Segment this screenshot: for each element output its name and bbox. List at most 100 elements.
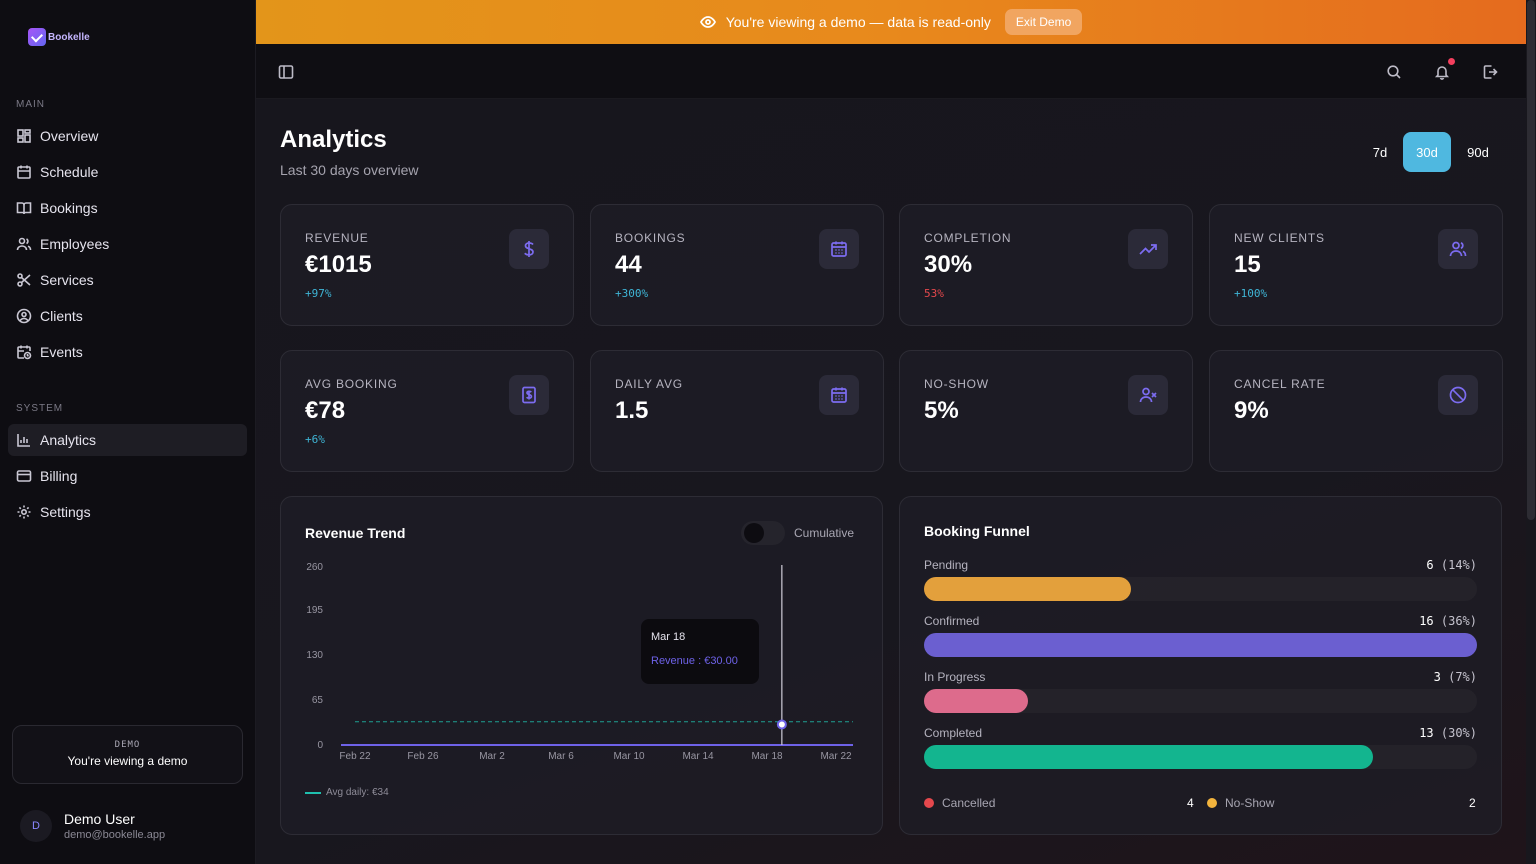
stat-value: 44 [615, 251, 642, 278]
booking-funnel-panel: Booking Funnel Pending 6 (14%) Confirmed… [899, 496, 1502, 835]
sidebar-item-label: Billing [40, 468, 78, 484]
revenue-trend-chart [341, 565, 853, 746]
x-tick-label: Feb 26 [407, 751, 439, 762]
ban-icon [1438, 375, 1478, 415]
calendar-icon [17, 165, 31, 179]
sidebar-item-bookings[interactable]: Bookings [8, 192, 247, 224]
tooltip-value: Revenue : €30.00 [651, 655, 738, 667]
stat-label: BOOKINGS [615, 231, 686, 245]
cancelled-dot [924, 798, 934, 808]
highlight-point [776, 719, 787, 730]
sidebar-item-label: Analytics [40, 432, 97, 448]
revenue-trend-title: Revenue Trend [305, 525, 406, 541]
x-tick-label: Mar 18 [751, 751, 783, 762]
calendar-clock-icon [17, 345, 32, 360]
stat-card-daily-avg: DAILY AVG 1.5 [590, 350, 884, 472]
page-title: Analytics [280, 126, 387, 153]
stat-label: AVG BOOKING [305, 377, 398, 391]
y-tick-label: 195 [306, 605, 323, 616]
stat-delta: +100% [1234, 287, 1268, 300]
search-icon[interactable] [1386, 64, 1402, 80]
funnel-count-completed: 13 (30%) [1419, 726, 1477, 740]
dollar-icon [509, 229, 549, 269]
funnel-count-in-progress: 3 (7%) [1433, 670, 1477, 684]
stat-card-revenue: REVENUE €1015 +97% [280, 204, 574, 326]
sidebar-item-label: Bookings [40, 200, 98, 216]
range-30d-button[interactable]: 30d [1403, 132, 1451, 172]
cumulative-toggle[interactable] [741, 521, 785, 545]
bell-icon[interactable] [1434, 64, 1450, 80]
funnel-label-in-progress: In Progress [924, 670, 986, 684]
funnel-label-pending: Pending [924, 558, 969, 572]
stat-card-bookings: BOOKINGS 44 +300% [590, 204, 884, 326]
page-scrollbar[interactable] [1526, 0, 1536, 864]
sidebar-toggle-icon[interactable] [278, 64, 294, 80]
cumulative-label: Cumulative [794, 526, 855, 540]
page-subtitle: Last 30 days overview [280, 162, 419, 178]
sidebar-item-overview[interactable]: Overview [8, 120, 247, 152]
sidebar-item-events[interactable]: Events [8, 336, 247, 368]
sidebar-item-services[interactable]: Services [8, 264, 247, 296]
app-logo[interactable]: Bookelle [28, 28, 90, 46]
legend-cancelled-label: Cancelled [942, 796, 996, 810]
stat-value: 9% [1234, 397, 1269, 424]
stat-value: €78 [305, 397, 346, 424]
y-tick-label: 0 [317, 740, 323, 751]
funnel-label-confirmed: Confirmed [924, 614, 980, 628]
x-tick-label: Mar 22 [820, 751, 852, 762]
stat-value: 15 [1234, 251, 1261, 278]
sidebar-item-label: Events [40, 344, 83, 360]
stat-delta: +97% [305, 287, 332, 300]
avatar: D [20, 810, 52, 842]
scrollbar-thumb[interactable] [1527, 0, 1535, 520]
stat-label: COMPLETION [924, 231, 1012, 245]
funnel-bar-confirmed [924, 633, 1477, 657]
funnel-bar-completed [924, 745, 1374, 769]
range-90d-button[interactable]: 90d [1467, 144, 1489, 160]
stat-delta: +300% [615, 287, 649, 300]
chart-tooltip: Mar 18 Revenue : €30.00 [641, 619, 759, 684]
chart-legend: Avg daily: €34 [305, 787, 389, 798]
stat-delta: +6% [305, 433, 325, 446]
grid-icon [17, 129, 31, 143]
funnel-track-completed [924, 745, 1477, 769]
nav-section-system: SYSTEM [16, 403, 64, 414]
receipt-icon [509, 375, 549, 415]
scissors-icon [17, 273, 31, 287]
sidebar-item-employees[interactable]: Employees [8, 228, 247, 260]
legend-no-show-label: No-Show [1225, 796, 1275, 810]
sidebar-item-billing[interactable]: Billing [8, 460, 247, 492]
sidebar-item-label: Clients [40, 308, 83, 324]
user-profile[interactable]: D Demo User demo@bookelle.app [20, 810, 165, 842]
legend-cancelled: Cancelled [924, 796, 995, 810]
range-7d-button[interactable]: 7d [1372, 144, 1388, 160]
credit-card-icon [16, 470, 32, 482]
sidebar-item-settings[interactable]: Settings [8, 496, 247, 528]
sidebar-item-analytics[interactable]: Analytics [8, 424, 247, 456]
sidebar-item-schedule[interactable]: Schedule [8, 156, 247, 188]
users-icon [16, 237, 32, 251]
exit-demo-button[interactable]: Exit Demo [1004, 9, 1083, 35]
stat-card-completion: COMPLETION 30% 53% [899, 204, 1193, 326]
stat-card-avg-booking: AVG BOOKING €78 +6% [280, 350, 574, 472]
sidebar-item-clients[interactable]: Clients [8, 300, 247, 332]
x-tick-label: Mar 10 [613, 751, 645, 762]
topbar [256, 44, 1526, 99]
x-tick-label: Feb 22 [339, 751, 371, 762]
demo-notice-card: DEMO You're viewing a demo [12, 725, 243, 784]
stat-label: NO-SHOW [924, 377, 989, 391]
x-tick-label: Mar 6 [548, 751, 574, 762]
stat-value: 5% [924, 397, 959, 424]
bar-chart-icon [17, 434, 30, 447]
funnel-count-confirmed: 16 (36%) [1419, 614, 1477, 628]
user-email: demo@bookelle.app [64, 829, 166, 841]
x-tick-label: Mar 14 [682, 751, 714, 762]
logout-icon[interactable] [1482, 64, 1498, 80]
x-tick-label: Mar 2 [479, 751, 505, 762]
funnel-track-in-progress [924, 689, 1477, 713]
stat-card-no-show: NO-SHOW 5% [899, 350, 1193, 472]
calendar-icon [819, 229, 859, 269]
notification-dot [1448, 58, 1455, 65]
funnel-bar-in-progress [924, 689, 1028, 713]
booking-funnel-title: Booking Funnel [924, 523, 1030, 539]
